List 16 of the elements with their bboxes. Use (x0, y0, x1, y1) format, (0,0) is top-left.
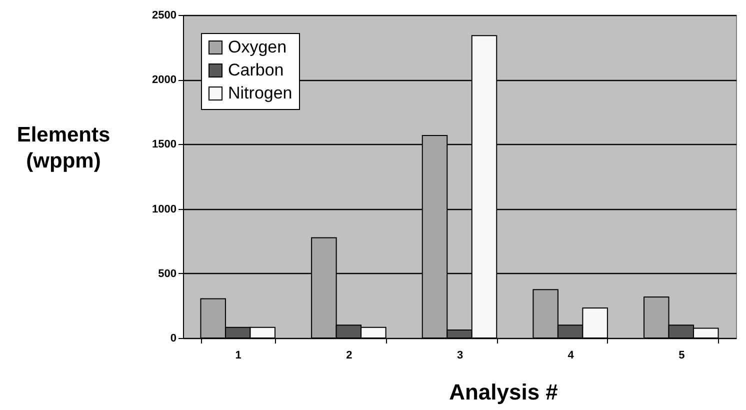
y-tick-label: 1000 (152, 203, 176, 216)
legend-label: Nitrogen (228, 84, 292, 102)
y-tick-label: 2500 (152, 10, 176, 22)
x-tick-label: 5 (678, 350, 685, 362)
legend-label: Oxygen (228, 38, 287, 56)
x-tick-label: 3 (456, 350, 464, 362)
x-tick-label: 1 (235, 350, 242, 362)
x-tick-label: 4 (568, 350, 575, 362)
x-tick-label: 2 (346, 350, 352, 362)
x-axis-title: Analysis # (449, 380, 558, 404)
y-tick-label: 1500 (152, 138, 176, 151)
y-tick-label: 2000 (152, 74, 176, 86)
y-axis-title: Elements (wppm) (16, 124, 110, 172)
y-tick-label: 0 (170, 332, 176, 344)
legend-label: Carbon (228, 60, 284, 80)
y-tick-label: 500 (158, 268, 176, 280)
